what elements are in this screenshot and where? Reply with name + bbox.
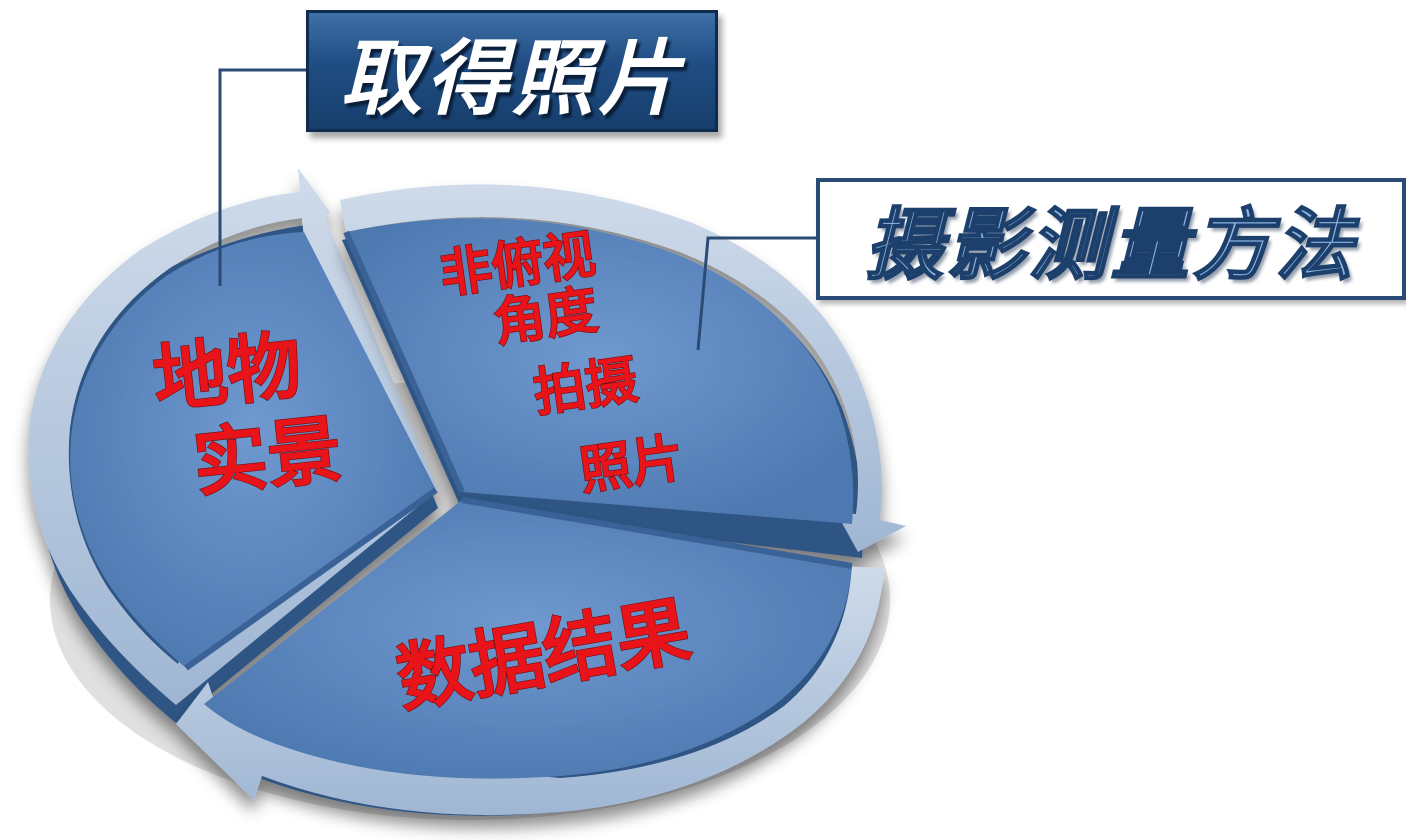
right-label-line4: 照片 (576, 428, 687, 502)
title-box-text: 取得照片 (340, 31, 684, 127)
left-label-line2: 实景 (189, 407, 345, 508)
segment-left-face (70, 232, 437, 668)
segment-left (28, 168, 438, 723)
segment-bottom (176, 497, 884, 816)
segment-right (340, 184, 906, 558)
method-box: 摄影测量方法 (816, 178, 1406, 300)
segment-bottom-face (204, 500, 852, 779)
connector-method (696, 236, 816, 351)
title-box: 取得照片 (306, 10, 718, 132)
connector-title (218, 68, 306, 286)
arrow-right-band (340, 184, 906, 552)
method-box-text: 摄影测量方法 (864, 200, 1357, 292)
left-label-line1: 地物 (149, 323, 305, 424)
segment-right-face (346, 218, 854, 524)
